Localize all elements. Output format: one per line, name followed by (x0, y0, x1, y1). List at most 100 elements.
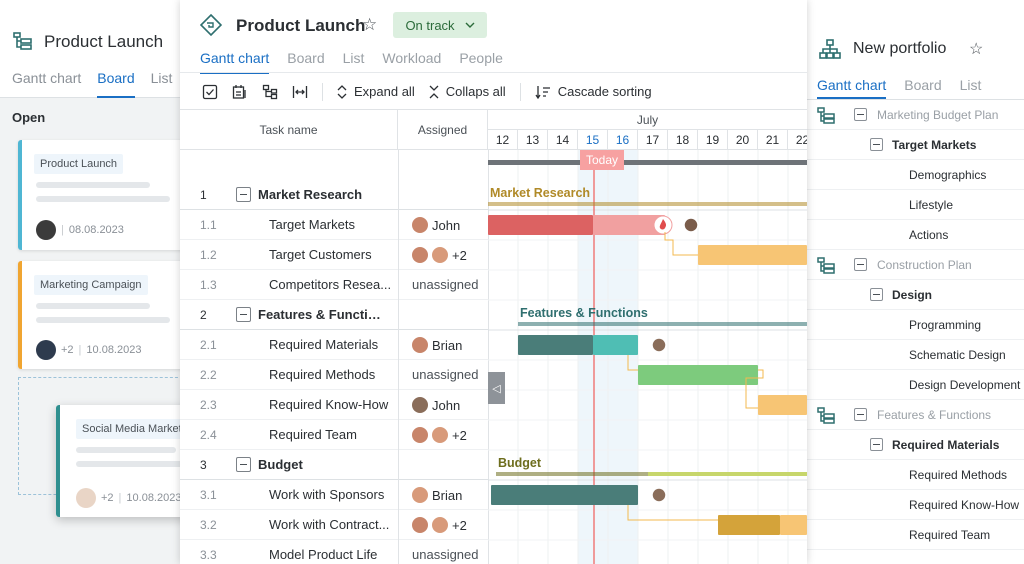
assignee[interactable]: John (412, 217, 460, 233)
portfolio-item[interactable]: Target Markets (807, 130, 1024, 160)
portfolio-tab-board[interactable]: Board (904, 77, 942, 93)
portfolio-item[interactable]: Lifestyle (807, 190, 1024, 220)
status-dropdown[interactable]: On track (393, 12, 487, 38)
avatar (412, 337, 428, 353)
portfolio-tab-gantt[interactable]: Gantt chart (817, 77, 887, 99)
task-row[interactable]: 2.1 Required Materials Brian (180, 330, 488, 360)
tab-board[interactable]: Board (287, 50, 325, 66)
task-group-row[interactable]: 3 Budget (180, 450, 488, 480)
task-group-row[interactable]: 2 Features & Functions (180, 300, 488, 330)
portfolio-item[interactable]: Features & Functions (807, 400, 1024, 430)
portfolio-item[interactable]: Marketing Budget Plan (807, 100, 1024, 130)
column-header-assigned[interactable]: Assigned (398, 110, 488, 150)
column-header-task[interactable]: Task name (180, 110, 398, 150)
portfolio-item[interactable]: Required Team (807, 520, 1024, 550)
task-row[interactable]: 3.1 Work with Sponsors Brian (180, 480, 488, 510)
avatar (36, 340, 56, 360)
gantt-header: Product Launch ☆ On track Gantt chart Bo… (180, 0, 807, 110)
board-tab-board[interactable]: Board (97, 70, 135, 98)
portfolio-item[interactable]: Programming (807, 310, 1024, 340)
board-tab-gantt[interactable]: Gantt chart (12, 70, 82, 86)
portfolio-item[interactable]: Schematic Design (807, 340, 1024, 370)
portfolio-item[interactable]: Required Methods (807, 460, 1024, 490)
board-tabs: Gantt chart Board List (12, 70, 173, 98)
task-row[interactable]: 1.2 Target Customers +2 (180, 240, 488, 270)
assignee[interactable]: unassigned (412, 547, 479, 562)
hierarchy-icon[interactable] (262, 84, 278, 100)
task-bar-work-with-contractors (718, 515, 780, 535)
fit-width-icon[interactable] (292, 84, 308, 100)
task-row[interactable]: 3.2 Work with Contract... +2 (180, 510, 488, 540)
bar-avatar (651, 337, 667, 353)
cascade-sorting-label: Cascade sorting (557, 84, 652, 99)
assignee[interactable]: Brian (412, 487, 462, 503)
board-card[interactable]: Marketing Campaign +2 | 10.08.2023 (18, 261, 190, 369)
task-group-row[interactable]: 1 Market Research (180, 180, 488, 210)
collapse-toggle-icon[interactable] (854, 408, 867, 421)
portfolio-item[interactable]: Required Materials (807, 430, 1024, 460)
assignee[interactable]: unassigned (412, 277, 479, 292)
portfolio-tab-list[interactable]: List (959, 77, 982, 93)
task-row[interactable]: 1.1 Target Markets John (180, 210, 488, 240)
task-row[interactable]: 2.3 Required Know-How John (180, 390, 488, 420)
today-label: Today (586, 153, 618, 167)
portfolio-item-label: Schematic Design (909, 348, 1006, 362)
expand-all-label: Expand all (354, 84, 415, 99)
assignee[interactable]: +2 (412, 427, 467, 443)
task-number: 2.1 (200, 338, 217, 352)
timeline-day: 18 (668, 130, 698, 150)
timeline-month: July (488, 110, 807, 130)
star-icon[interactable]: ☆ (362, 15, 378, 34)
avatar (412, 517, 428, 533)
collapse-toggle-icon[interactable] (236, 457, 251, 472)
task-row[interactable]: 3.3 Model Product Life unassigned (180, 540, 488, 564)
collapse-toggle-icon[interactable] (870, 288, 883, 301)
page-title: Product Launch (236, 16, 366, 35)
card-placeholder-line (76, 461, 190, 467)
project-tree-icon (817, 407, 835, 424)
card-tag: Marketing Campaign (34, 275, 148, 295)
collapse-toggle-icon[interactable] (854, 108, 867, 121)
tab-list[interactable]: List (342, 50, 365, 66)
portfolio-item-label: Features & Functions (877, 408, 992, 422)
collapse-toggle-icon[interactable] (236, 307, 251, 322)
assignee[interactable]: +2 (412, 517, 467, 533)
portfolio-panel: New portfolio ☆ Gantt chart Board List M… (807, 0, 1024, 564)
collapse-all-button[interactable]: Collaps all (429, 84, 506, 99)
task-row[interactable]: 2.2 Required Methods unassigned (180, 360, 488, 390)
board-card[interactable]: Product Launch | 08.08.2023 (18, 140, 190, 250)
tab-workload[interactable]: Workload (382, 50, 442, 66)
collapse-grid-handle[interactable]: ◁ (488, 372, 505, 404)
portfolio-item[interactable]: Construction Plan (807, 250, 1024, 280)
portfolio-item[interactable]: Design Development (807, 370, 1024, 400)
assignee[interactable]: John (412, 397, 460, 413)
collapse-toggle-icon[interactable] (870, 138, 883, 151)
tab-people[interactable]: People (459, 50, 503, 66)
tab-gantt-chart[interactable]: Gantt chart (200, 50, 270, 74)
portfolio-item[interactable]: Actions (807, 220, 1024, 250)
task-row[interactable]: 2.4 Required Team +2 (180, 420, 488, 450)
collapse-toggle-icon[interactable] (236, 187, 251, 202)
board-tab-list[interactable]: List (150, 70, 173, 86)
task-name: Competitors Resea... (269, 277, 392, 292)
task-bar-work-with-sponsors (491, 485, 638, 505)
task-name: Features & Functions (258, 307, 382, 322)
expand-all-button[interactable]: Expand all (337, 84, 415, 99)
collapse-toggle-icon[interactable] (870, 438, 883, 451)
portfolio-item[interactable]: Demographics (807, 160, 1024, 190)
calendar-icon[interactable] (232, 84, 248, 100)
collapse-toggle-icon[interactable] (854, 258, 867, 271)
portfolio-item-label: Marketing Budget Plan (877, 108, 999, 122)
task-bar-required-methods (638, 365, 758, 385)
assignee[interactable]: Brian (412, 337, 462, 353)
cascade-sorting-button[interactable]: Cascade sorting (535, 84, 652, 99)
assignee[interactable]: unassigned (412, 367, 479, 382)
board-card-dragging[interactable]: Social Media Market +2 | 10.08.2023 (56, 405, 190, 517)
assignee[interactable]: +2 (412, 247, 467, 263)
portfolio-item[interactable]: Design (807, 280, 1024, 310)
checkbox-icon[interactable] (202, 84, 218, 100)
task-row[interactable]: 1.3 Competitors Resea... unassigned (180, 270, 488, 300)
card-extra-count: +2 (101, 492, 114, 504)
star-icon[interactable]: ☆ (969, 41, 984, 58)
portfolio-item[interactable]: Required Know-How (807, 490, 1024, 520)
